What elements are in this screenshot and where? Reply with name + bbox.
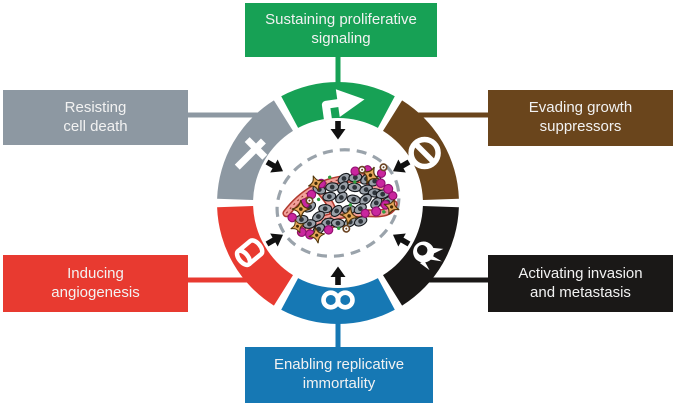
inward-arrow-upper-right [392, 159, 411, 173]
hallmark-box-sustaining-proliferative-signaling: Sustaining proliferative signaling [245, 3, 437, 57]
prohibition-icon [408, 136, 441, 170]
blood-vessel-icon [234, 238, 265, 268]
inward-arrow-bottom [330, 266, 346, 285]
inward-arrow-top [330, 121, 346, 140]
hallmark-box-evading-growth-suppressors: Evading growth suppressors [488, 90, 673, 146]
hallmark-label-line: and metastasis [530, 283, 631, 301]
receptor-arrow-icon [321, 89, 365, 128]
tumor-green-dots [316, 175, 386, 230]
ring-segment-inducing-angiogenesis [217, 206, 293, 306]
cross-icon [234, 137, 268, 170]
tumor-small-round-cells [305, 163, 388, 233]
hallmark-label-line: suppressors [539, 118, 622, 135]
hallmark-box-resisting-cell-death: Resisting cell death [3, 90, 188, 145]
inward-arrow-lower-left [265, 233, 284, 247]
inward-arrow-lower-right [392, 233, 411, 247]
hallmark-label-line: Evading growth [528, 99, 633, 117]
hallmark-box-inducing-angiogenesis: Inducing angiogenesis [3, 255, 188, 312]
hallmark-label-line: Resisting [64, 98, 127, 116]
infinity-icon [321, 290, 355, 310]
hallmark-label-line: Enabling replicative [273, 356, 405, 374]
tumor-stromal-cells [290, 166, 400, 244]
hallmark-box-activating-invasion-and-metastasis: Activating invasion and metastasis [488, 255, 673, 312]
hallmark-label-line: cell death [63, 117, 128, 135]
invasive-cell-icon [413, 241, 444, 271]
hallmark-label-line: angiogenesis [51, 283, 140, 301]
inward-arrow-upper-left [265, 159, 284, 173]
hallmark-box-enabling-replicative-immortality: Enabling replicative immortality [245, 347, 433, 403]
hallmark-label-line: Sustaining proliferative [265, 11, 417, 29]
hallmark-label-line: signaling [311, 30, 371, 47]
hallmark-label-line: Activating invasion [518, 264, 643, 282]
hallmark-label-line: immortality [302, 375, 376, 392]
tumor-microenvironment-illustration [275, 148, 401, 258]
inward-arrows [265, 121, 411, 285]
hallmark-label-line: Inducing [67, 264, 124, 282]
